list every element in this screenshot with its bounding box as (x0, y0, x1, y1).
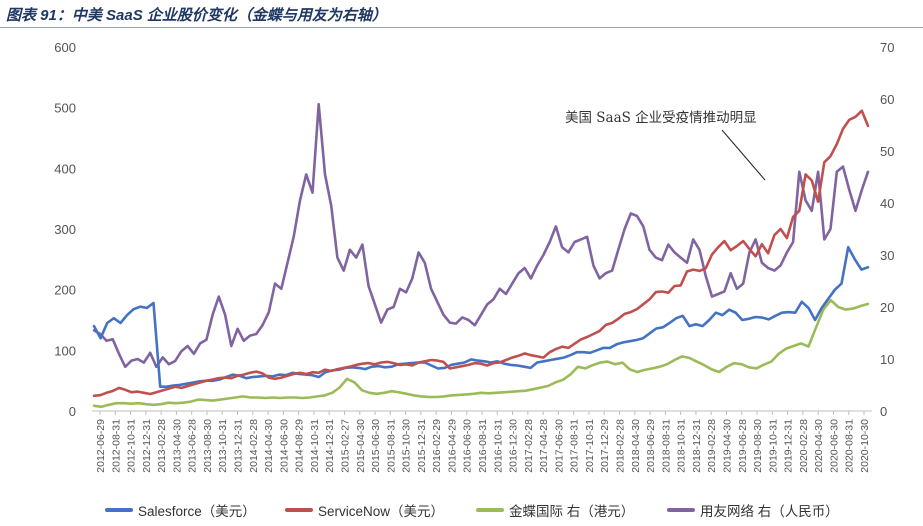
legend-label-kingdee: 金蝶国际 右（港元） (509, 504, 635, 519)
x-tick-label: 2017-10-31 (584, 419, 596, 473)
x-tick-label: 2014-06-30 (278, 419, 290, 473)
x-tick-label: 2015-04-30 (355, 419, 367, 473)
x-tick-label: 2020-10-30 (859, 419, 871, 473)
x-tick-label: 2019-10-31 (767, 419, 779, 473)
right-tick-label: 10 (880, 352, 894, 367)
left-tick-label: 0 (69, 404, 76, 419)
series-line-kingdee (92, 298, 870, 409)
x-tick-label: 2017-04-28 (538, 419, 550, 473)
series-line-servicenow (92, 109, 870, 398)
x-tick-label: 2017-12-29 (599, 419, 611, 473)
left-tick-label: 600 (54, 40, 76, 55)
legend-swatch-servicenow (285, 508, 313, 512)
legend-label-salesforce: Salesforce（美元） (138, 504, 256, 519)
x-tick-label: 2014-04-30 (263, 419, 275, 473)
x-tick-label: 2019-04-30 (721, 419, 733, 473)
x-tick-label: 2019-12-31 (783, 419, 795, 473)
x-tick-label: 2015-02-27 (339, 419, 351, 473)
x-tick-label: 2014-12-31 (324, 419, 336, 473)
x-tick-label: 2020-02-28 (798, 419, 810, 473)
right-tick-label: 0 (880, 404, 887, 419)
annotation-pointer (721, 129, 766, 181)
left-axis: 0 100 200 300 400 500 600 (54, 40, 76, 419)
x-tick-label: 2018-06-29 (645, 419, 657, 473)
x-tick-label: 2018-04-30 (630, 419, 642, 473)
x-tick-label: 2013-08-30 (202, 419, 214, 473)
title-divider (0, 27, 923, 28)
x-tick-label: 2015-08-31 (385, 419, 397, 473)
x-tick-label: 2016-12-30 (508, 419, 520, 473)
x-tick-label: 2015-06-30 (370, 419, 382, 473)
x-tick-label: 2013-12-31 (233, 419, 245, 473)
x-tick-label: 2014-02-28 (248, 419, 260, 473)
right-axis: 0 10 20 30 40 50 60 70 (880, 40, 894, 419)
left-tick-label: 100 (54, 343, 76, 358)
x-tick-label: 2017-02-28 (523, 419, 535, 473)
right-tick-label: 50 (880, 144, 894, 159)
x-tick-label: 2013-06-28 (187, 419, 199, 473)
x-tick-label: 2020-08-31 (844, 419, 856, 473)
x-tick-label: 2014-10-31 (309, 419, 321, 473)
legend: Salesforce（美元） ServiceNow（美元） 金蝶国际 右（港元）… (0, 498, 923, 522)
right-tick-label: 70 (880, 40, 894, 55)
x-tick-label: 2018-12-31 (691, 419, 703, 473)
x-tick-label: 2012-06-29 (95, 419, 107, 473)
stock-price-chart: 0 100 200 300 400 500 600 0 10 20 30 40 50 60 70 2012… (54, 40, 894, 473)
series-lines (92, 102, 870, 409)
annotation-text: 美国 SaaS 企业受疫情推动明显 (565, 109, 757, 126)
x-tick-label: 2018-10-31 (676, 419, 688, 473)
x-tick-label: 2012-08-31 (110, 419, 122, 473)
x-tick-label: 2012-12-31 (141, 419, 153, 473)
right-tick-label: 40 (880, 196, 894, 211)
x-tick-label: 2013-10-31 (217, 419, 229, 473)
legend-label-yonyou: 用友网络 右（人民币） (700, 504, 839, 519)
series-line-yonyou (92, 102, 870, 369)
legend-swatch-yonyou (667, 508, 695, 512)
x-tick-label: 2020-06-30 (828, 419, 840, 473)
x-tick-label: 2019-06-28 (737, 419, 749, 473)
x-tick-label: 2018-08-31 (660, 419, 672, 473)
x-tick-label: 2016-08-31 (477, 419, 489, 473)
x-tick-label: 2018-02-28 (615, 419, 627, 473)
x-tick-label: 2016-04-29 (446, 419, 458, 473)
legend-item-kingdee: 金蝶国际 右（港元） (476, 498, 634, 522)
x-tick-label: 2015-12-31 (416, 419, 428, 473)
x-tick-label: 2019-02-28 (706, 419, 718, 473)
x-tick-label: 2016-06-30 (462, 419, 474, 473)
legend-item-yonyou: 用友网络 右（人民币） (667, 498, 839, 522)
x-tick-label: 2013-04-30 (171, 419, 183, 473)
x-tick-label: 2012-10-31 (126, 419, 138, 473)
chart-title: 图表 91：中美 SaaS 企业股价变化（金蝶与用友为右轴） (6, 7, 387, 24)
x-tick-label: 2017-06-30 (553, 419, 565, 473)
x-axis: 2012-06-29 2012-08-31 2012-10-31 2012-12-31… (95, 411, 871, 473)
x-tick-label: 2016-10-31 (492, 419, 504, 473)
left-tick-label: 500 (54, 101, 76, 116)
right-tick-label: 60 (880, 92, 894, 107)
legend-swatch-salesforce (105, 508, 133, 512)
x-tick-label: 2013-02-28 (156, 419, 168, 473)
x-tick-label: 2017-08-31 (569, 419, 581, 473)
x-tick-label: 2019-08-30 (752, 419, 764, 473)
x-tick-label: 2015-10-30 (401, 419, 413, 473)
x-tick-label: 2020-04-30 (813, 419, 825, 473)
legend-label-servicenow: ServiceNow（美元） (318, 504, 445, 519)
legend-item-servicenow: ServiceNow（美元） (285, 498, 444, 522)
legend-item-salesforce: Salesforce（美元） (105, 498, 256, 522)
left-tick-label: 400 (54, 161, 76, 176)
x-tick-label: 2016-02-29 (431, 419, 443, 473)
left-tick-label: 200 (54, 283, 76, 298)
x-tick-label: 2014-08-29 (294, 419, 306, 473)
right-tick-label: 30 (880, 248, 894, 263)
legend-swatch-kingdee (476, 508, 504, 512)
left-tick-label: 300 (54, 222, 76, 237)
right-tick-label: 20 (880, 300, 894, 315)
